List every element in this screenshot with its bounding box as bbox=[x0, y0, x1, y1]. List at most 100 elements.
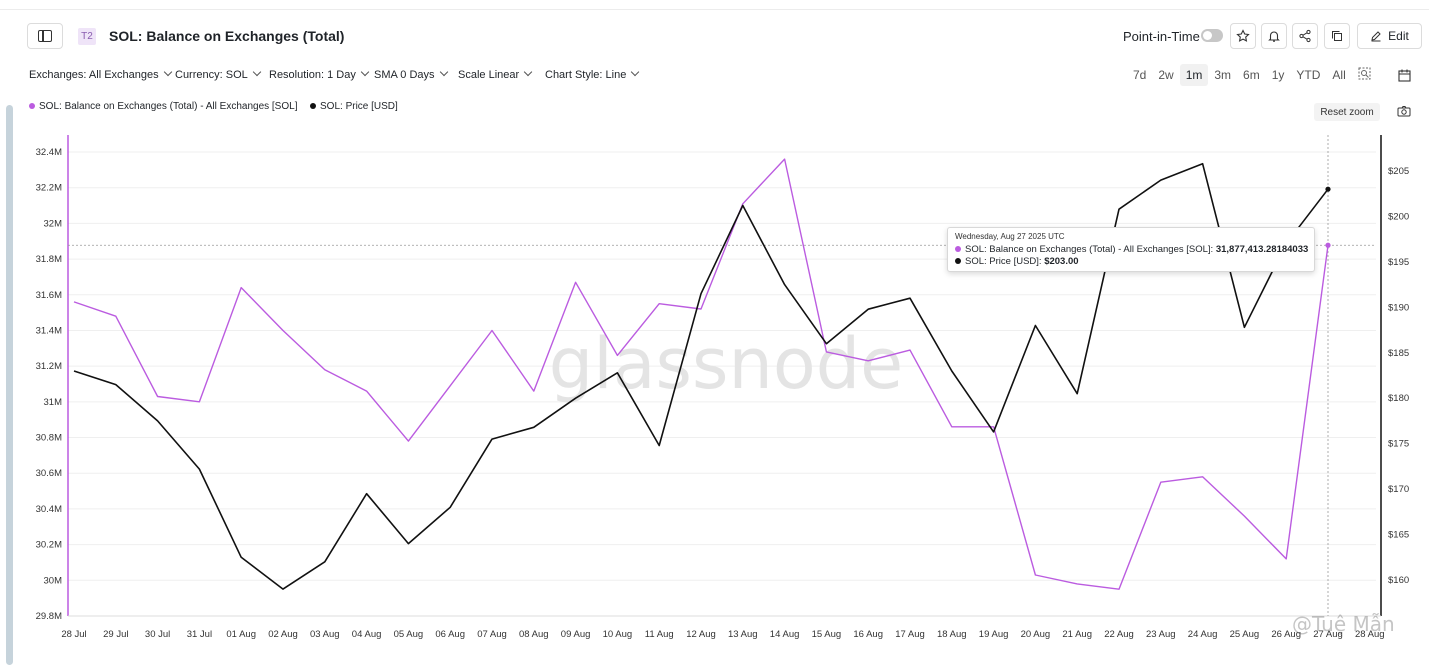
tooltip-price-value: $203.00 bbox=[1044, 256, 1079, 267]
top-divider bbox=[0, 9, 1429, 10]
y-left-tick-label: 30.2M bbox=[36, 540, 62, 551]
exchanges-label: Exchanges: All Exchanges bbox=[29, 69, 159, 81]
zoom-range-button[interactable] bbox=[1352, 63, 1377, 87]
x-tick-label: 25 Aug bbox=[1230, 629, 1260, 640]
range-all[interactable]: All bbox=[1332, 68, 1346, 82]
x-tick-label: 09 Aug bbox=[561, 629, 591, 640]
reset-zoom-button[interactable]: Reset zoom bbox=[1314, 103, 1380, 121]
legend-label-price: SOL: Price [USD] bbox=[320, 101, 398, 112]
x-tick-label: 30 Jul bbox=[145, 629, 170, 640]
y-left-tick-label: 29.8M bbox=[36, 611, 62, 622]
tooltip-date: Wednesday, Aug 27 2025 UTC bbox=[955, 232, 1065, 241]
y-left-tick-label: 32.4M bbox=[36, 147, 62, 158]
x-tick-label: 08 Aug bbox=[519, 629, 549, 640]
sma-dropdown[interactable]: SMA 0 Days bbox=[374, 67, 448, 81]
chart-header: T2 SOL: Balance on Exchanges (Total) Poi… bbox=[27, 23, 1422, 51]
x-tick-label: 06 Aug bbox=[435, 629, 465, 640]
range-1y[interactable]: 1y bbox=[1271, 68, 1285, 82]
pencil-icon bbox=[1371, 31, 1381, 42]
y-right-tick-label: $170 bbox=[1388, 484, 1409, 495]
x-tick-label: 11 Aug bbox=[645, 629, 674, 640]
sidebar-toggle-button[interactable] bbox=[27, 23, 63, 49]
range-7d[interactable]: 7d bbox=[1133, 68, 1147, 82]
copy-icon bbox=[1332, 31, 1342, 41]
series-line-balance bbox=[73, 158, 1329, 590]
favorite-button[interactable] bbox=[1230, 23, 1256, 49]
x-tick-label: 26 Aug bbox=[1271, 629, 1301, 640]
zoom-search-icon bbox=[1358, 67, 1371, 80]
y-right-tick-label: $190 bbox=[1388, 302, 1409, 313]
edit-button[interactable]: Edit bbox=[1357, 23, 1422, 49]
y-right-tick-label: $200 bbox=[1388, 211, 1409, 222]
camera-icon bbox=[1397, 106, 1411, 117]
y-left-tick-label: 31.4M bbox=[36, 325, 62, 336]
x-tick-label: 24 Aug bbox=[1188, 629, 1218, 640]
corner-watermark: @Tuệ Mẫn bbox=[1292, 612, 1395, 636]
alert-button[interactable] bbox=[1261, 23, 1287, 49]
currency-dropdown[interactable]: Currency: SOL bbox=[175, 67, 261, 81]
chart-style-dropdown[interactable]: Chart Style: Line bbox=[545, 67, 640, 81]
star-icon bbox=[1236, 29, 1250, 42]
x-tick-label: 07 Aug bbox=[477, 629, 507, 640]
x-tick-label: 14 Aug bbox=[770, 629, 800, 640]
x-tick-label: 20 Aug bbox=[1021, 629, 1051, 640]
y-left-tick-label: 30.8M bbox=[36, 433, 62, 444]
chart-style-label: Chart Style: Line bbox=[545, 69, 627, 81]
share-button[interactable] bbox=[1292, 23, 1318, 49]
y-right-tick-label: $180 bbox=[1388, 393, 1409, 404]
legend-item-price[interactable]: SOL: Price [USD] bbox=[310, 101, 398, 112]
range-1m[interactable]: 1m bbox=[1179, 64, 1209, 86]
series-lines bbox=[73, 158, 1331, 590]
y-left-tick-label: 32.2M bbox=[36, 183, 62, 194]
edit-label: Edit bbox=[1388, 29, 1409, 43]
x-tick-label: 16 Aug bbox=[853, 629, 883, 640]
range-2w[interactable]: 2w bbox=[1158, 68, 1174, 82]
sma-label: SMA 0 Days bbox=[374, 69, 435, 81]
x-tick-label: 28 Jul bbox=[61, 629, 86, 640]
tooltip-dot-price bbox=[955, 258, 961, 264]
tooltip-row-price: SOL: Price [USD]: $203.00 bbox=[955, 256, 1307, 268]
x-tick-label: 02 Aug bbox=[268, 629, 298, 640]
exchanges-dropdown[interactable]: Exchanges: All Exchanges bbox=[29, 67, 172, 81]
scale-dropdown[interactable]: Scale Linear bbox=[458, 67, 533, 81]
y-left-tick-label: 30M bbox=[44, 575, 63, 586]
screenshot-button[interactable] bbox=[1396, 104, 1414, 120]
y-left-tick-label: 31.8M bbox=[36, 254, 62, 265]
series-line-price bbox=[73, 162, 1329, 590]
y-left-tick-label: 31M bbox=[44, 397, 63, 408]
y-left-tick-label: 32M bbox=[44, 218, 63, 229]
tooltip-dot-balance bbox=[955, 246, 961, 252]
tooltip-balance-label: SOL: Balance on Exchanges (Total) - All … bbox=[965, 244, 1216, 255]
x-tick-label: 04 Aug bbox=[352, 629, 382, 640]
x-tick-label: 29 Jul bbox=[103, 629, 128, 640]
currency-label: Currency: SOL bbox=[175, 69, 248, 81]
y-right-tick-label: $160 bbox=[1388, 575, 1409, 586]
resolution-dropdown[interactable]: Resolution: 1 Day bbox=[269, 67, 370, 81]
sidebar-icon bbox=[38, 30, 52, 42]
calendar-button[interactable] bbox=[1392, 64, 1416, 86]
x-tick-label: 05 Aug bbox=[394, 629, 424, 640]
copy-button[interactable] bbox=[1324, 23, 1350, 49]
x-tick-label: 15 Aug bbox=[812, 629, 842, 640]
legend-dot-price bbox=[310, 103, 316, 109]
point-in-time-toggle[interactable] bbox=[1201, 29, 1223, 42]
x-tick-label: 28 Aug bbox=[1355, 629, 1385, 640]
x-tick-label: 31 Jul bbox=[187, 629, 212, 640]
legend-item-balance[interactable]: SOL: Balance on Exchanges (Total) - All … bbox=[29, 101, 297, 112]
watermark-text: glassnode bbox=[549, 323, 903, 405]
range-selector: 7d 2w 1m 3m 6m 1y YTD All bbox=[1127, 63, 1377, 87]
tooltip-balance-value: 31,877,413.28184033 bbox=[1215, 244, 1309, 255]
range-3m[interactable]: 3m bbox=[1214, 68, 1232, 82]
range-ytd[interactable]: YTD bbox=[1296, 68, 1321, 82]
left-scrollbar[interactable] bbox=[6, 105, 13, 665]
tooltip-row-balance: SOL: Balance on Exchanges (Total) - All … bbox=[955, 244, 1309, 256]
scale-label: Scale Linear bbox=[458, 69, 520, 81]
range-6m[interactable]: 6m bbox=[1243, 68, 1260, 82]
legend-label-balance: SOL: Balance on Exchanges (Total) - All … bbox=[39, 101, 298, 112]
hover-point-price bbox=[1325, 186, 1331, 192]
x-tick-label: 21 Aug bbox=[1062, 629, 1092, 640]
x-tick-label: 27 Aug bbox=[1313, 629, 1343, 640]
x-tick-label: 13 Aug bbox=[728, 629, 758, 640]
y-right-tick-label: $205 bbox=[1388, 166, 1409, 177]
